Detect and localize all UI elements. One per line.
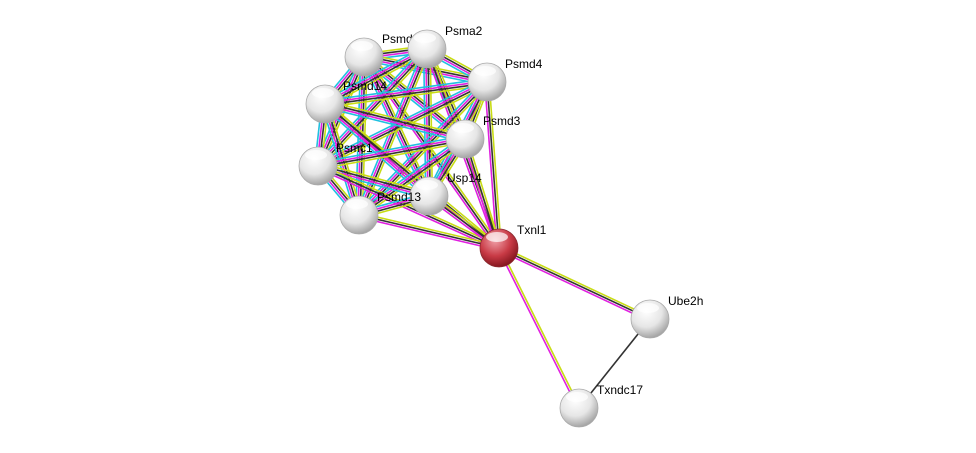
edge-txnl1-ube2h-coexpression[interactable]	[498, 247, 651, 320]
edge-psmd4-psmd14-databases[interactable]	[324, 77, 487, 102]
node-label: Psmd13	[377, 190, 421, 204]
edge-psmd3-psmc1-textmining[interactable]	[318, 141, 466, 171]
edge-psmd3-psmc1-coexpression[interactable]	[318, 139, 466, 168]
node-ube2h[interactable]: Ube2h	[630, 294, 703, 339]
edge-psmd14-psmd3-experiments[interactable]	[324, 104, 465, 141]
edge-psmd6-psmd4-experiments[interactable]	[363, 57, 487, 84]
edge-psmd14-psmd3-databases[interactable]	[324, 106, 465, 143]
node-highlight	[474, 66, 496, 76]
node-highlight	[486, 232, 508, 242]
edge-psmd4-psmd14-experiments[interactable]	[324, 80, 487, 104]
edge-txnl1-ube2h-textmining[interactable]	[499, 245, 652, 318]
edge-psmd3-psmd13-textmining[interactable]	[360, 141, 468, 219]
node-label: Txnl1	[517, 223, 547, 237]
edge-psmd13-txnl1-coexpression[interactable]	[358, 214, 500, 249]
node-label: Ube2h	[668, 294, 703, 308]
node-highlight	[566, 392, 588, 402]
node-psmd6[interactable]: Psmd6	[344, 32, 420, 77]
edge-psmd3-psmd13-coexpression[interactable]	[359, 139, 467, 217]
edge-psmc1-txnl1-experiments[interactable]	[316, 167, 499, 251]
node-psmd13[interactable]: Psmd13	[339, 190, 421, 235]
node-highlight	[351, 41, 373, 51]
node-txndc17[interactable]: Txndc17	[559, 383, 643, 428]
edge-psmd4-psmd14-textmining[interactable]	[325, 84, 488, 109]
node-label: Txndc17	[597, 383, 643, 397]
edge-psmd6-txnl1-textmining[interactable]	[365, 55, 502, 248]
node-psma2[interactable]: Psma2	[407, 24, 483, 69]
node-psmc1[interactable]: Psmc1	[298, 141, 373, 186]
edge-psma2-psmd14-databases[interactable]	[323, 45, 426, 102]
node-label: Usp14	[447, 171, 482, 185]
edge-psmd4-psmd14-coexpression[interactable]	[325, 82, 488, 106]
node-highlight	[312, 88, 334, 98]
edge-psmd14-psmd13-textmining[interactable]	[327, 102, 363, 215]
edge-psmc1-usp14-textmining[interactable]	[318, 162, 431, 194]
node-label: Psmd4	[505, 57, 543, 71]
edge-psmd3-psmc1-databases[interactable]	[317, 134, 465, 164]
node-highlight	[305, 150, 327, 160]
node-label: Psmd14	[343, 79, 387, 93]
node-label: Psmd3	[483, 114, 521, 128]
edge-psma2-psmc1-experiments[interactable]	[316, 47, 427, 166]
node-usp14[interactable]: Usp14	[409, 171, 482, 216]
edge-psmd4-txnl1-experiments[interactable]	[484, 82, 498, 249]
node-highlight	[637, 303, 659, 313]
edge-psmd3-psmc1-experiments[interactable]	[317, 137, 465, 166]
edge-psmc1-txnl1-coexpression[interactable]	[317, 165, 500, 249]
node-highlight	[414, 33, 436, 43]
edge-txnl1-ube2h-experiments[interactable]	[497, 249, 650, 322]
node-txnl1[interactable]: Txnl1	[479, 223, 547, 268]
edge-psmd4-psmc1-databases[interactable]	[316, 78, 486, 164]
edge-txnl1-txndc17-experiments[interactable]	[497, 248, 579, 409]
edge-psmd14-psmd3-coexpression[interactable]	[325, 102, 466, 139]
edge-psma2-psmc1-textmining[interactable]	[319, 50, 430, 169]
edge-psmd4-txnl1-coexpression[interactable]	[486, 81, 500, 249]
edge-txnl1-txndc17-textmining[interactable]	[499, 247, 581, 408]
edge-psmd13-txnl1-experiments[interactable]	[358, 216, 499, 251]
edge-psmd6-psmd3-experiments[interactable]	[362, 57, 465, 141]
node-label: Psma2	[445, 24, 483, 38]
edge-psma2-usp14-textmining[interactable]	[429, 48, 434, 196]
node-highlight	[452, 123, 474, 133]
node-highlight	[346, 199, 368, 209]
edge-psmd4-psmc1-experiments[interactable]	[317, 80, 487, 166]
node-psmd4[interactable]: Psmd4	[467, 57, 543, 102]
edge-psma2-usp14-coexpression[interactable]	[427, 48, 431, 196]
edge-psmd13-txnl1-textmining[interactable]	[359, 212, 500, 247]
node-psmd3[interactable]: Psmd3	[445, 114, 521, 159]
edge-psmd4-txnl1-textmining[interactable]	[488, 81, 502, 248]
edge-psmd3-psmd13-databases[interactable]	[356, 135, 464, 213]
edge-psmd14-psmd3-textmining[interactable]	[325, 100, 466, 137]
nodes-layer: Psmd6 Psma2 Psmd4 Psmd14 Psmd3 Psmc1 Usp14 Psmd…	[298, 24, 703, 428]
node-psmd14[interactable]: Psmd14	[305, 79, 387, 124]
edge-psma2-usp14-experiments[interactable]	[425, 49, 429, 197]
node-highlight	[416, 180, 438, 190]
node-label: Psmc1	[336, 141, 373, 155]
edge-psmd3-psmd13-experiments[interactable]	[357, 137, 465, 215]
